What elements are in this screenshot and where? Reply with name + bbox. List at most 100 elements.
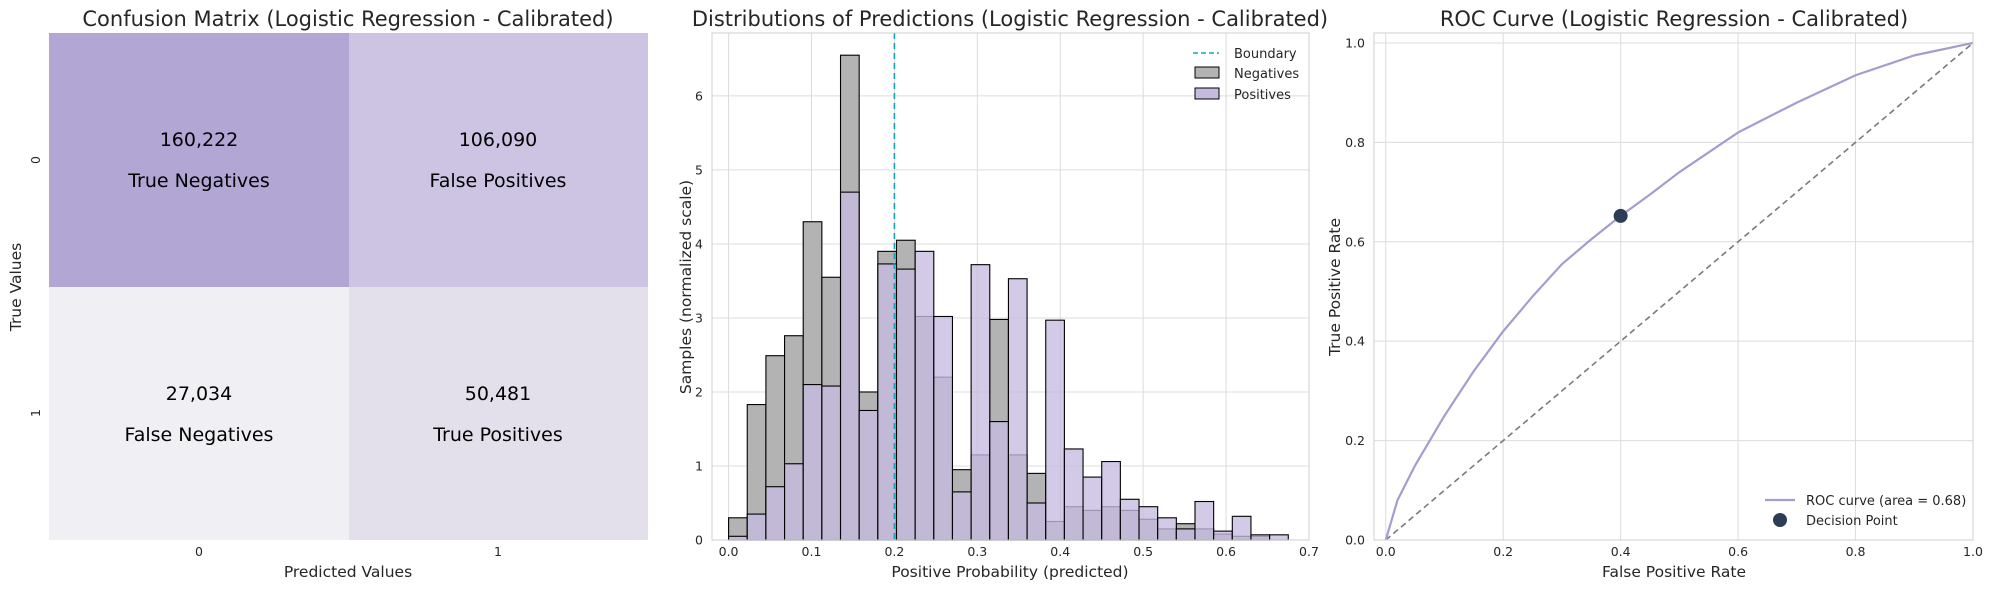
hist-bar-positives (1194, 500, 1215, 541)
hist-bar-positives (1007, 278, 1028, 541)
hist-bar-positives (1157, 517, 1177, 541)
legend-negatives-swatch (1194, 66, 1220, 79)
roc-ytick: 0.0 (1345, 533, 1365, 548)
hist-ytick: 1 (695, 458, 703, 473)
hist-bar-positives (728, 535, 748, 541)
hist-bar-positives (1269, 534, 1289, 541)
histogram-panel: Distributions of Predictions (Logistic R… (677, 7, 1328, 581)
hist-legend: Boundary Negatives Positives (1193, 47, 1299, 103)
hist-ytick: 2 (695, 384, 703, 399)
confusion-matrix-panel: Confusion Matrix (Logistic Regression - … (7, 7, 648, 581)
cm-value-fn: 27,034 (166, 383, 232, 405)
cm-xtick-0: 0 (195, 544, 203, 559)
hist-ticks: 0.0 0.1 0.2 0.3 0.4 0.5 0.6 0.7 0 1 2 3 4 5 6 (695, 88, 1319, 559)
roc-decision-point (1613, 208, 1628, 223)
hist-bar-positives (1175, 528, 1196, 541)
cm-cell-fn (49, 287, 349, 540)
hist-xtick: 0.1 (802, 544, 822, 559)
hist-bar-positives (1063, 448, 1084, 541)
hist-xlabel: Positive Probability (predicted) (891, 563, 1128, 581)
roc-ticks: 0.0 0.2 0.4 0.6 0.8 1.0 0.0 0.2 0.4 0.6 0.8 1.0 (1345, 35, 1983, 559)
hist-positives-series (728, 191, 1289, 541)
hist-bar-positives (895, 268, 916, 541)
hist-bar-positives (784, 463, 804, 541)
roc-ytick: 0.4 (1345, 334, 1365, 349)
hist-ytick: 0 (695, 533, 703, 548)
hist-ylabel: Samples (normalized scale) (677, 180, 695, 394)
hist-bar-positives (951, 491, 972, 541)
cm-cell-tp (349, 287, 648, 540)
roc-ytick: 0.2 (1345, 433, 1365, 448)
hist-xtick: 0.7 (1299, 544, 1319, 559)
cm-xtick-1: 1 (494, 544, 502, 559)
roc-xlabel: False Positive Rate (1602, 563, 1746, 581)
roc-ytick: 0.6 (1345, 234, 1365, 249)
roc-xtick: 0.8 (1846, 544, 1866, 559)
hist-bar-positives (914, 250, 935, 541)
hist-xtick: 0.2 (884, 544, 904, 559)
hist-xtick: 0.4 (1050, 544, 1070, 559)
roc-ytick: 1.0 (1345, 35, 1365, 50)
hist-xtick: 0.0 (719, 544, 739, 559)
legend-boundary-label: Boundary (1234, 47, 1297, 62)
cm-ylabel: True Values (7, 243, 25, 333)
hist-bar-positives (1213, 530, 1233, 541)
cm-ytick-0: 0 (28, 156, 43, 164)
hist-bar-positives (858, 409, 879, 541)
cm-label-fn: False Negatives (125, 424, 274, 446)
hist-bar-positives (1138, 506, 1159, 541)
legend-decision-swatch (1773, 513, 1787, 527)
roc-diagonal-line (1385, 42, 1974, 541)
cm-value-tp: 50,481 (465, 383, 531, 405)
cm-label-tp: True Positives (432, 424, 563, 446)
hist-title: Distributions of Predictions (Logistic R… (692, 7, 1328, 31)
hist-bar-positives (839, 191, 860, 541)
cm-label-tn: True Negatives (127, 170, 270, 192)
hist-bar-positives (1231, 515, 1252, 541)
hist-ytick: 3 (695, 310, 703, 325)
legend-negatives-label: Negatives (1234, 67, 1299, 82)
roc-panel: ROC Curve (Logistic Regression - Calibra… (1326, 7, 1983, 581)
hist-ytick: 4 (695, 236, 703, 251)
hist-bar-positives (802, 384, 823, 541)
hist-frame (711, 32, 1310, 541)
hist-xtick: 0.5 (1133, 544, 1153, 559)
cm-value-tn: 160,222 (160, 129, 239, 151)
legend-roc-label: ROC curve (area = 0.68) (1806, 494, 1966, 509)
roc-curve-line (1384, 41, 1974, 541)
hist-ytick: 5 (695, 162, 703, 177)
hist-bar-positives (746, 513, 767, 541)
roc-frame (1373, 32, 1974, 541)
roc-xtick: 1.0 (1963, 544, 1983, 559)
roc-xtick: 0.0 (1376, 544, 1396, 559)
hist-bar-positives (989, 421, 1009, 541)
hist-bar-positives (1119, 498, 1140, 541)
roc-xtick: 0.2 (1493, 544, 1513, 559)
cm-xlabel: Predicted Values (284, 563, 412, 581)
hist-bar-positives (1026, 502, 1047, 541)
roc-grid (1374, 33, 1974, 541)
hist-bar-positives (1045, 319, 1065, 541)
hist-ytick: 6 (695, 88, 703, 103)
hist-bar-positives (933, 315, 954, 541)
roc-legend: ROC curve (area = 0.68) Decision Point (1765, 494, 1966, 529)
hist-bar-positives (821, 385, 842, 541)
legend-decision-label: Decision Point (1806, 514, 1898, 529)
legend-positives-label: Positives (1234, 88, 1291, 103)
roc-title: ROC Curve (Logistic Regression - Calibra… (1440, 7, 1908, 31)
cm-value-fp: 106,090 (459, 129, 538, 151)
cm-cell-tn (49, 33, 349, 287)
cm-cell-fp (349, 33, 648, 287)
cm-label-fp: False Positives (430, 170, 567, 192)
hist-bar-positives (1250, 534, 1271, 541)
cm-ytick-1: 1 (28, 409, 43, 417)
roc-xtick: 0.6 (1728, 544, 1748, 559)
legend-positives-swatch (1194, 87, 1220, 100)
roc-xtick: 0.4 (1611, 544, 1631, 559)
hist-bar-positives (970, 264, 991, 541)
hist-bar-positives (765, 486, 786, 541)
cm-title: Confusion Matrix (Logistic Regression - … (82, 7, 613, 31)
hist-bar-positives (1101, 460, 1121, 541)
roc-ytick: 0.8 (1345, 135, 1365, 150)
